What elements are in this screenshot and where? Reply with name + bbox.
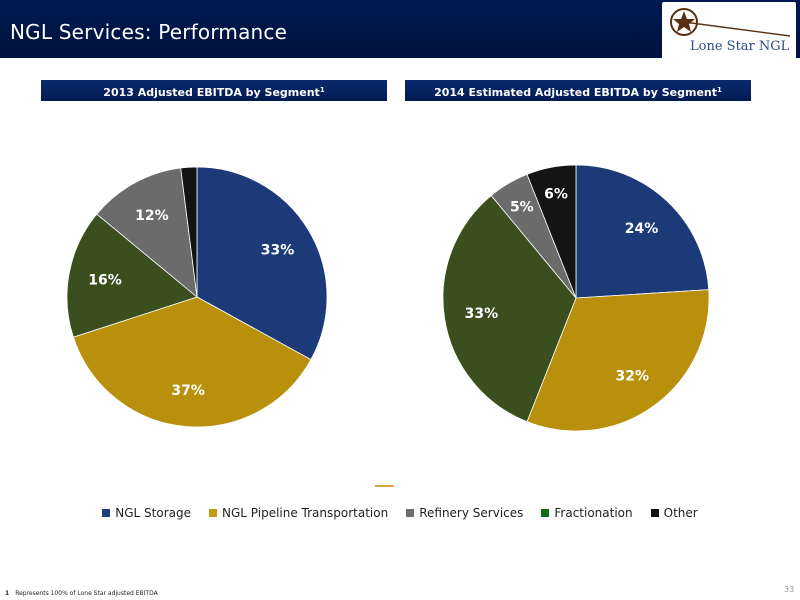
- footnote-marker: 1: [5, 590, 10, 597]
- legend-item-other: Other: [650, 506, 698, 520]
- chart-title-2014-text: 2014 Estimated Adjusted EBITDA by Segmen…: [434, 86, 718, 99]
- pie-slice-2013-other: [180, 166, 198, 298]
- legend-label: Fractionation: [554, 506, 633, 520]
- pie-slice-2014-fractionation: [442, 194, 577, 423]
- pie-label-2014-refinery-services: 5%: [510, 199, 534, 215]
- page-title: NGL Services: Performance: [10, 20, 288, 44]
- footnote-marker: 1: [717, 86, 722, 94]
- legend-swatch: [209, 509, 217, 517]
- pie-label-2013-ngl-pipeline-transportation: 37%: [171, 383, 205, 399]
- pie-slice-2013-fractionation: [66, 213, 198, 338]
- logo: Lone Star NGL: [662, 2, 796, 60]
- pie-label-2013-ngl-storage: 33%: [261, 242, 295, 258]
- pie-label-2014-ngl-storage: 24%: [625, 221, 659, 237]
- footnote-text: Represents 100% of Lone Star adjusted EB…: [15, 590, 158, 597]
- footnote-marker: 1: [319, 86, 325, 94]
- logo-text: Lone Star NGL: [690, 39, 790, 54]
- legend-item-ngl-pipeline-transportation: NGL Pipeline Transportation: [209, 506, 388, 520]
- legend-label: Refinery Services: [419, 506, 524, 520]
- legend-swatch: [541, 509, 550, 517]
- legend: NGL Storage NGL Pipeline Transportation Re…: [0, 506, 800, 520]
- chart-title-2013: 2013 Adjusted EBITDA by Segment1: [41, 80, 387, 101]
- pie-label-2014-other: 6%: [544, 186, 568, 202]
- legend-label: NGL Pipeline Transportation: [222, 506, 389, 520]
- chart-title-2014: 2014 Estimated Adjusted EBITDA by Segmen…: [405, 80, 751, 101]
- legend-label: NGL Storage: [115, 506, 191, 520]
- star-logo-icon: [670, 8, 791, 37]
- pie-label-2013-fractionation: 16%: [88, 272, 122, 288]
- legend-label: Other: [663, 506, 698, 520]
- legend-item-refinery-services: Refinery Services: [406, 506, 523, 520]
- pie-slice-2013-ngl-storage: [196, 166, 328, 361]
- footnote: 1 Represents 100% of Lone Star adjusted E…: [5, 590, 158, 597]
- page-number: 33: [784, 585, 795, 594]
- legend-swatch: [650, 509, 659, 517]
- pie-label-2014-ngl-pipeline-transportation: 32%: [616, 368, 650, 384]
- legend-swatch: [102, 509, 111, 517]
- divider: [375, 485, 394, 487]
- pie-slice-2014-other: [526, 164, 577, 299]
- pie-slice-2013-ngl-pipeline-transportation: [72, 296, 312, 428]
- pie-label-2013-refinery-services: 12%: [135, 208, 169, 224]
- pie-slice-2014-ngl-storage: [575, 164, 710, 299]
- legend-swatch: [406, 509, 415, 517]
- pie-label-2014-fractionation: 33%: [465, 306, 499, 322]
- pie-slice-2014-ngl-pipeline-transportation: [526, 289, 710, 432]
- pie-slice-2013-refinery-services: [96, 167, 198, 298]
- legend-item-ngl-storage: NGL Storage: [102, 506, 191, 520]
- legend-item-fractionation: Fractionation: [541, 506, 633, 520]
- chart-title-2013-text: 2013 Adjusted EBITDA by Segment: [103, 86, 320, 99]
